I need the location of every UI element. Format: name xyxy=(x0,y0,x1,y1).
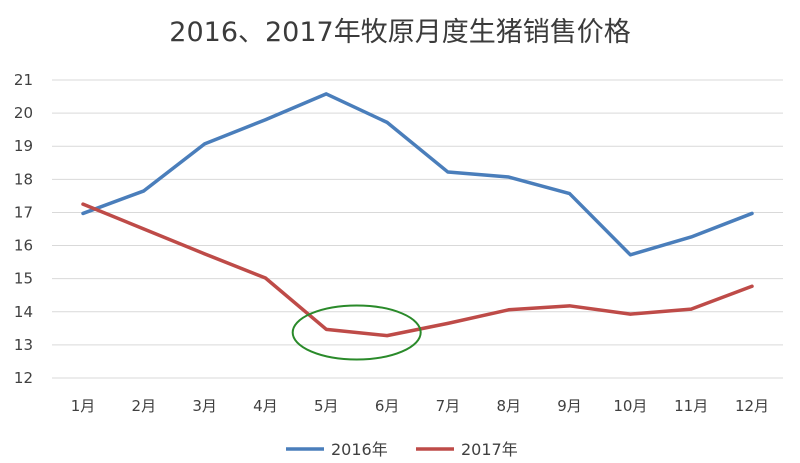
series-lines xyxy=(81,92,754,338)
annotation xyxy=(291,304,422,361)
gridlines xyxy=(52,79,783,379)
y-tick-label: 13 xyxy=(14,336,33,354)
data-point xyxy=(446,321,450,325)
data-point xyxy=(203,142,207,146)
y-axis-ticks: 12 13 14 15 16 17 18 19 20 21 xyxy=(14,71,33,387)
data-point xyxy=(507,308,511,312)
x-tick-label: 8月 xyxy=(496,397,521,415)
data-point xyxy=(142,227,146,231)
data-point xyxy=(385,334,389,338)
data-point xyxy=(568,304,572,308)
x-tick-label: 5月 xyxy=(314,397,339,415)
y-tick-label: 17 xyxy=(14,203,33,221)
data-point xyxy=(385,120,389,124)
highlight-ellipse xyxy=(291,304,422,361)
y-tick-label: 18 xyxy=(14,170,33,188)
data-point xyxy=(203,252,207,256)
data-point xyxy=(263,276,267,280)
data-point xyxy=(324,92,328,96)
x-tick-label: 3月 xyxy=(192,397,217,415)
legend-label: 2016年 xyxy=(331,440,388,459)
x-tick-label: 2月 xyxy=(132,397,157,415)
x-tick-label: 7月 xyxy=(436,397,461,415)
y-tick-label: 12 xyxy=(14,369,33,387)
data-point xyxy=(446,170,450,174)
data-point xyxy=(81,202,85,206)
x-tick-label: 12月 xyxy=(735,397,769,415)
data-point xyxy=(324,327,328,331)
x-tick-label: 9月 xyxy=(557,397,582,415)
series-line-a xyxy=(81,92,754,257)
y-tick-label: 21 xyxy=(14,71,33,89)
legend: 2016年 2017年 xyxy=(286,440,518,459)
y-tick-label: 15 xyxy=(14,270,33,288)
data-point xyxy=(628,312,632,316)
data-point xyxy=(750,284,754,288)
data-point xyxy=(628,253,632,257)
legend-label: 2017年 xyxy=(461,440,518,459)
x-tick-label: 11月 xyxy=(674,397,708,415)
y-tick-label: 14 xyxy=(14,303,33,321)
x-tick-label: 4月 xyxy=(253,397,278,415)
data-point xyxy=(263,118,267,122)
x-tick-label: 1月 xyxy=(71,397,96,415)
x-tick-label: 6月 xyxy=(375,397,400,415)
x-axis-ticks: 1月 2月 3月 4月 5月 6月 7月 8月 9月 10月 11月 12月 xyxy=(71,397,769,415)
data-point xyxy=(750,211,754,215)
data-point xyxy=(568,192,572,196)
x-tick-label: 10月 xyxy=(613,397,647,415)
data-point xyxy=(689,307,693,311)
data-point xyxy=(81,211,85,215)
y-tick-label: 20 xyxy=(14,104,33,122)
data-point xyxy=(142,189,146,193)
chart-title: 2016、2017年牧原月度生猪销售价格 xyxy=(169,17,631,48)
y-tick-label: 16 xyxy=(14,237,33,255)
series-line-b xyxy=(81,202,754,338)
y-tick-label: 19 xyxy=(14,137,33,155)
data-point xyxy=(689,235,693,239)
data-point xyxy=(507,175,511,179)
